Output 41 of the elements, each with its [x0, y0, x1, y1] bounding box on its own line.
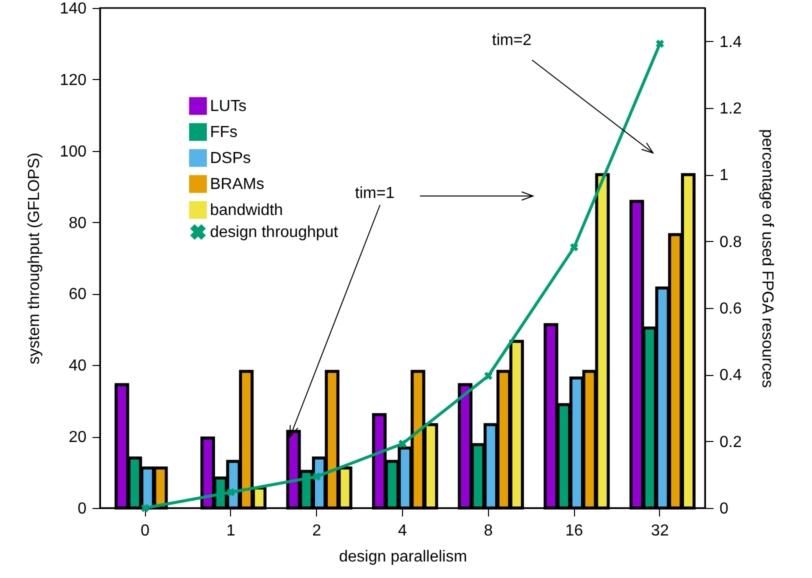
y-tick-label: 80 — [68, 214, 87, 232]
y-axis-title: system throughput (GFLOPS) — [26, 152, 43, 364]
point — [226, 488, 236, 496]
legend-label: DSPs — [210, 150, 251, 167]
y-tick-label: 0 — [78, 500, 87, 518]
x-tick-label: 1 — [226, 522, 236, 540]
y2-tick-label: 0.4 — [720, 367, 742, 384]
x-tick-label: 16 — [565, 522, 584, 540]
x-tick-label: 2 — [312, 522, 322, 540]
legend-label: bandwidth — [210, 202, 283, 219]
x-tick-label: 32 — [651, 522, 669, 540]
y-tick-label: 20 — [68, 429, 87, 446]
y-tick-label: 60 — [68, 286, 87, 304]
y-tick-label: 120 — [60, 72, 87, 89]
y2-tick-label: 0 — [720, 500, 728, 518]
legend-label: BRAMs — [210, 176, 264, 193]
point — [312, 472, 321, 481]
x-tick-label: 0 — [140, 522, 150, 540]
y2-axis-title: percentage of used FPGA resources — [758, 129, 776, 388]
y2-tick-label: 1 — [720, 167, 728, 184]
x-tick-label: 4 — [398, 522, 408, 540]
point — [656, 40, 664, 48]
x-axis-title: design parallelism — [338, 548, 468, 566]
y-tick-label: 100 — [60, 143, 87, 160]
y2-tick-label: 1.2 — [720, 100, 742, 118]
legend-label: FFs — [210, 124, 238, 141]
y2-tick-label: 0.8 — [720, 234, 742, 251]
x-tick-label: 8 — [484, 522, 493, 540]
y2-tick-label: 0.6 — [720, 300, 742, 318]
legend-label: LUTs — [210, 98, 246, 115]
y2-tick-label: 1.4 — [720, 34, 742, 51]
point — [570, 243, 578, 252]
point — [140, 504, 150, 512]
point — [484, 372, 492, 380]
point — [398, 440, 407, 448]
y-tick-label: 140 — [60, 0, 87, 18]
y2-tick-label: 0.2 — [720, 434, 742, 451]
annotation: tim=2 — [492, 32, 532, 50]
legend-label: design throughput — [210, 224, 339, 241]
annotation: tim=1 — [355, 185, 395, 203]
y-tick-label: 40 — [68, 358, 87, 375]
